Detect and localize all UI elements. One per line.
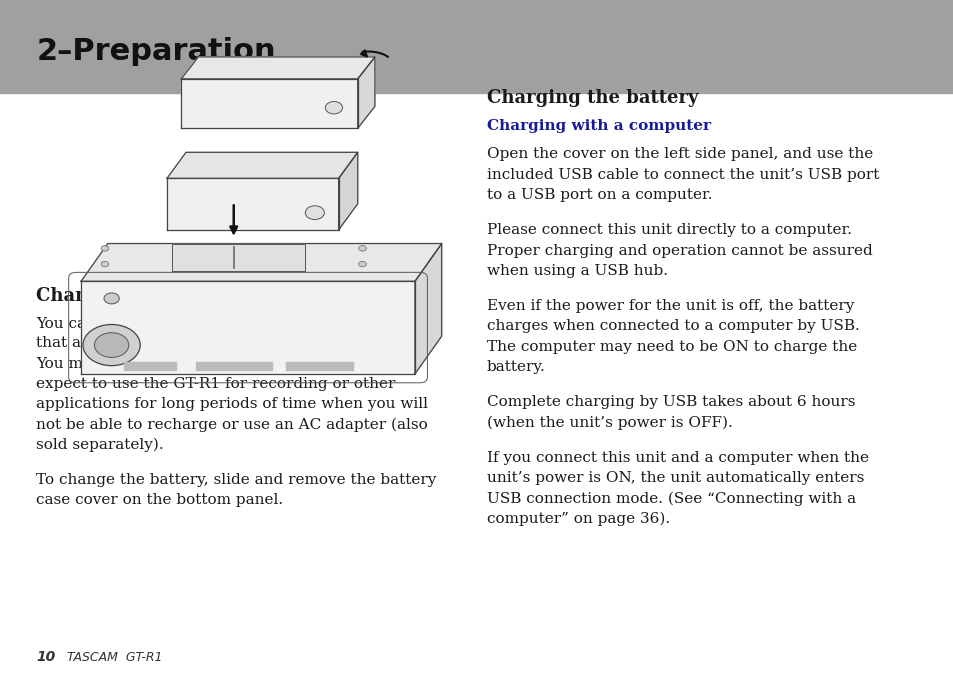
Text: when using a USB hub.: when using a USB hub.	[486, 263, 667, 278]
Text: Changing the battery: Changing the battery	[36, 287, 251, 305]
Polygon shape	[195, 362, 272, 370]
Polygon shape	[81, 281, 415, 374]
Polygon shape	[124, 362, 176, 370]
Circle shape	[83, 324, 140, 366]
Text: applications for long periods of time when you will: applications for long periods of time wh…	[36, 397, 428, 411]
Text: charges when connected to a computer by USB.: charges when connected to a computer by …	[486, 319, 859, 333]
Text: Please connect this unit directly to a computer.: Please connect this unit directly to a c…	[486, 223, 851, 237]
Circle shape	[101, 246, 109, 251]
Polygon shape	[415, 244, 441, 374]
Text: included USB cable to connect the unit’s USB port: included USB cable to connect the unit’s…	[486, 167, 878, 182]
Polygon shape	[81, 244, 441, 281]
Polygon shape	[181, 79, 357, 128]
Text: 10: 10	[36, 650, 55, 664]
Bar	[0, 0, 953, 93]
Text: that are identical to the one included with the unit.: that are identical to the one included w…	[36, 336, 432, 351]
Text: 2–Preparation: 2–Preparation	[36, 37, 275, 67]
Text: battery.: battery.	[486, 359, 545, 374]
Text: expect to use the GT-R1 for recording or other: expect to use the GT-R1 for recording or…	[36, 377, 395, 391]
Polygon shape	[167, 152, 357, 178]
Circle shape	[325, 102, 342, 114]
Polygon shape	[286, 362, 353, 370]
Text: You can purchase additional batteries (BP–L2): You can purchase additional batteries (B…	[36, 316, 394, 331]
Text: case cover on the bottom panel.: case cover on the bottom panel.	[36, 493, 283, 507]
Circle shape	[94, 333, 129, 357]
Text: not be able to recharge or use an AC adapter (also: not be able to recharge or use an AC ada…	[36, 417, 428, 431]
Text: Even if the power for the unit is off, the battery: Even if the power for the unit is off, t…	[486, 299, 853, 313]
Circle shape	[358, 261, 366, 267]
Polygon shape	[172, 244, 305, 271]
Text: The computer may need to be ON to charge the: The computer may need to be ON to charge…	[486, 340, 856, 353]
Text: to a USB port on a computer.: to a USB port on a computer.	[486, 188, 711, 202]
Text: USB connection mode. (See “Connecting with a: USB connection mode. (See “Connecting wi…	[486, 491, 855, 506]
Text: computer” on page 36).: computer” on page 36).	[486, 511, 669, 525]
Polygon shape	[338, 152, 357, 230]
Text: Charging the battery: Charging the battery	[486, 89, 698, 107]
Circle shape	[104, 293, 119, 304]
Text: If you connect this unit and a computer when the: If you connect this unit and a computer …	[486, 451, 867, 464]
Text: Complete charging by USB takes about 6 hours: Complete charging by USB takes about 6 h…	[486, 395, 854, 409]
Circle shape	[358, 246, 366, 251]
Text: Proper charging and operation cannot be assured: Proper charging and operation cannot be …	[486, 244, 871, 257]
Text: To change the battery, slide and remove the battery: To change the battery, slide and remove …	[36, 473, 436, 487]
Text: TASCAM  GT-R1: TASCAM GT-R1	[67, 651, 162, 664]
Text: unit’s power is ON, the unit automatically enters: unit’s power is ON, the unit automatical…	[486, 471, 863, 485]
Polygon shape	[357, 57, 375, 128]
Polygon shape	[167, 178, 338, 230]
Polygon shape	[181, 57, 375, 79]
Text: (when the unit’s power is OFF).: (when the unit’s power is OFF).	[486, 415, 732, 429]
Circle shape	[101, 261, 109, 267]
Text: Open the cover on the left side panel, and use the: Open the cover on the left side panel, a…	[486, 147, 872, 161]
Text: Charging with a computer: Charging with a computer	[486, 119, 710, 133]
Text: You might want to purchase extra batteries if you: You might want to purchase extra batteri…	[36, 357, 419, 370]
Text: sold separately).: sold separately).	[36, 438, 164, 452]
Circle shape	[305, 206, 324, 220]
